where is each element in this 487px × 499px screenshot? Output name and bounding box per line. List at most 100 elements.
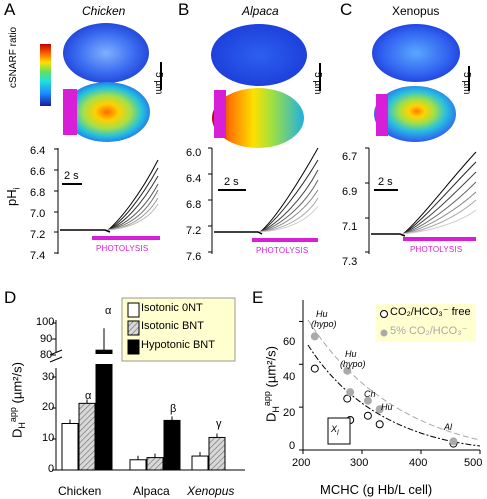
color-bar-label: cSNARF ratio xyxy=(8,26,19,88)
co2-point-3 xyxy=(363,396,372,405)
free-point-4 xyxy=(375,420,384,429)
trace-panel-b xyxy=(208,147,319,254)
panel-letter-c: C xyxy=(340,0,353,19)
d-legend-swatch-0nt xyxy=(127,302,140,318)
photolysis-label-a: PHOTOLYSIS xyxy=(96,244,149,253)
e-legend-marker-free xyxy=(380,310,388,318)
chicken-scale-label: 5 µm xyxy=(153,72,164,95)
e-ytick-0: 0 xyxy=(289,440,296,452)
d-ytick-80: 80 xyxy=(40,349,53,361)
photolysis-label-c: PHOTOLYSIS xyxy=(410,245,463,254)
photolysis-label-b: PHOTOLYSIS xyxy=(256,246,309,255)
free-point-0 xyxy=(310,364,319,373)
d-ytick-30: 30 xyxy=(42,371,55,383)
free-point-1 xyxy=(343,394,352,403)
co2-point-0 xyxy=(310,332,319,341)
e-annot-ch: Ch xyxy=(364,389,376,399)
bar-alpaca-2 xyxy=(163,419,181,471)
time-scale-a: 2 s xyxy=(64,170,79,182)
trace-c-y-ticks: 6.7 6.9 7.1 7.3 xyxy=(342,151,358,268)
bar-chicken-2 xyxy=(95,349,113,471)
e-xtick-500: 500 xyxy=(464,457,483,469)
phi-axis-label: pHi xyxy=(4,187,22,206)
d-sig-beta-alpaca: β xyxy=(170,403,177,415)
e-annot-hypo-1: (hypo) xyxy=(311,319,337,329)
panel-letter-e: E xyxy=(252,288,264,307)
e-legend-label-free: CO₂/HCO₃⁻ free xyxy=(390,306,471,318)
e-xenopus-box xyxy=(327,417,351,445)
bar-xenopus-0 xyxy=(191,455,209,471)
e-annot-al: Al xyxy=(444,422,453,432)
d-ytick-10: 10 xyxy=(42,432,55,444)
co2-point-4 xyxy=(375,405,384,414)
alpaca-photolysis-region xyxy=(214,90,226,138)
panel-letter-d: D xyxy=(4,288,17,307)
d-ytick-100: 100 xyxy=(36,316,55,328)
species-title-xenopus: Xenopus xyxy=(392,4,440,18)
d-category-chicken: Chicken xyxy=(58,484,102,498)
cell-images xyxy=(40,23,470,148)
e-legend-marker-co2 xyxy=(380,329,388,337)
panel-letter-b: B xyxy=(178,0,190,19)
co2-point-1 xyxy=(343,366,352,375)
d-legend-swatch-bnt xyxy=(127,320,140,336)
d-legend-label-bnt: Isotonic BNT xyxy=(141,320,204,332)
d-ytick-20: 20 xyxy=(42,401,55,413)
xenopus-cell-image-after xyxy=(374,86,456,142)
species-title-alpaca: Alpaca xyxy=(242,4,279,18)
e-fit-curve-co2 xyxy=(307,319,481,441)
e-xtick-400: 400 xyxy=(409,457,428,469)
bar-break-gap xyxy=(95,354,113,364)
e-annot-hypo-2: (hypo) xyxy=(340,359,366,369)
e-xtick-200: 200 xyxy=(292,457,311,469)
d-sig-alpha-chicken-hypo: α xyxy=(105,305,112,317)
d-ytick-90: 90 xyxy=(40,333,53,345)
e-ytick-20: 20 xyxy=(283,407,296,419)
chicken-photolysis-region xyxy=(63,89,77,135)
e-xtick-300: 300 xyxy=(350,457,369,469)
color-scale-bar xyxy=(40,44,51,106)
bar-xenopus-1 xyxy=(208,436,226,471)
free-point-3 xyxy=(363,411,372,420)
co2-point-2 xyxy=(346,388,355,397)
bar-chart-d xyxy=(49,297,245,471)
d-sig-gamma-xenopus: γ xyxy=(216,418,222,430)
d-sig-alpha-chicken-bnt: α xyxy=(85,390,92,402)
time-scale-c: 2 s xyxy=(378,176,393,188)
e-x-axis-label: MCHC (g Hb/L cell) xyxy=(320,482,433,497)
species-title-chicken: Chicken xyxy=(82,4,126,18)
chicken-cell-image-before xyxy=(63,23,149,83)
e-annot-hu-hypo-1: Hu xyxy=(316,309,328,319)
e-fit-curve-free xyxy=(307,344,481,447)
xenopus-cell-image-before xyxy=(372,24,460,82)
panel-letter-a: A xyxy=(4,0,16,19)
trace-a-y-ticks: 6.4 6.6 6.8 7.0 7.2 7.4 xyxy=(30,145,46,262)
d-ytick-0: 0 xyxy=(48,463,55,475)
d-category-xenopus: Xenopus xyxy=(187,484,235,498)
bar-chicken-1 xyxy=(78,402,96,471)
chicken-cell-image-after xyxy=(64,82,150,142)
bar-alpaca-0 xyxy=(129,459,147,471)
trace-panel-a xyxy=(54,148,160,254)
e-annot-hu-hypo-2: Hu xyxy=(345,349,357,359)
alpaca-scale-label: 5 µm xyxy=(312,72,323,95)
alpaca-cell-image-after xyxy=(212,88,304,148)
e-legend-label-co2: 5% CO₂/HCO₃⁻ xyxy=(390,325,468,337)
bar-chicken-0 xyxy=(61,423,79,471)
co2-point-5 xyxy=(449,437,458,446)
e-annot-hu: Hu xyxy=(381,402,393,412)
xenopus-scale-label: 5 µm xyxy=(461,72,472,95)
scatter-chart-e xyxy=(299,300,481,454)
time-scale-b: 2 s xyxy=(224,176,239,188)
e-ytick-40: 40 xyxy=(283,371,296,383)
e-annot-x: Xl xyxy=(331,424,339,437)
d-legend-box xyxy=(121,297,236,362)
trace-panel-c xyxy=(365,147,477,254)
alpaca-cell-image-before xyxy=(211,24,307,86)
d-category-alpaca: Alpaca xyxy=(133,484,170,498)
trace-b-y-ticks: 6.0 6.4 6.8 7.2 7.6 xyxy=(186,147,202,263)
bar-alpaca-1 xyxy=(146,457,164,471)
e-ytick-60: 60 xyxy=(283,336,296,348)
e-legend-box xyxy=(376,304,476,342)
d-legend-swatch-hypo xyxy=(127,339,140,355)
